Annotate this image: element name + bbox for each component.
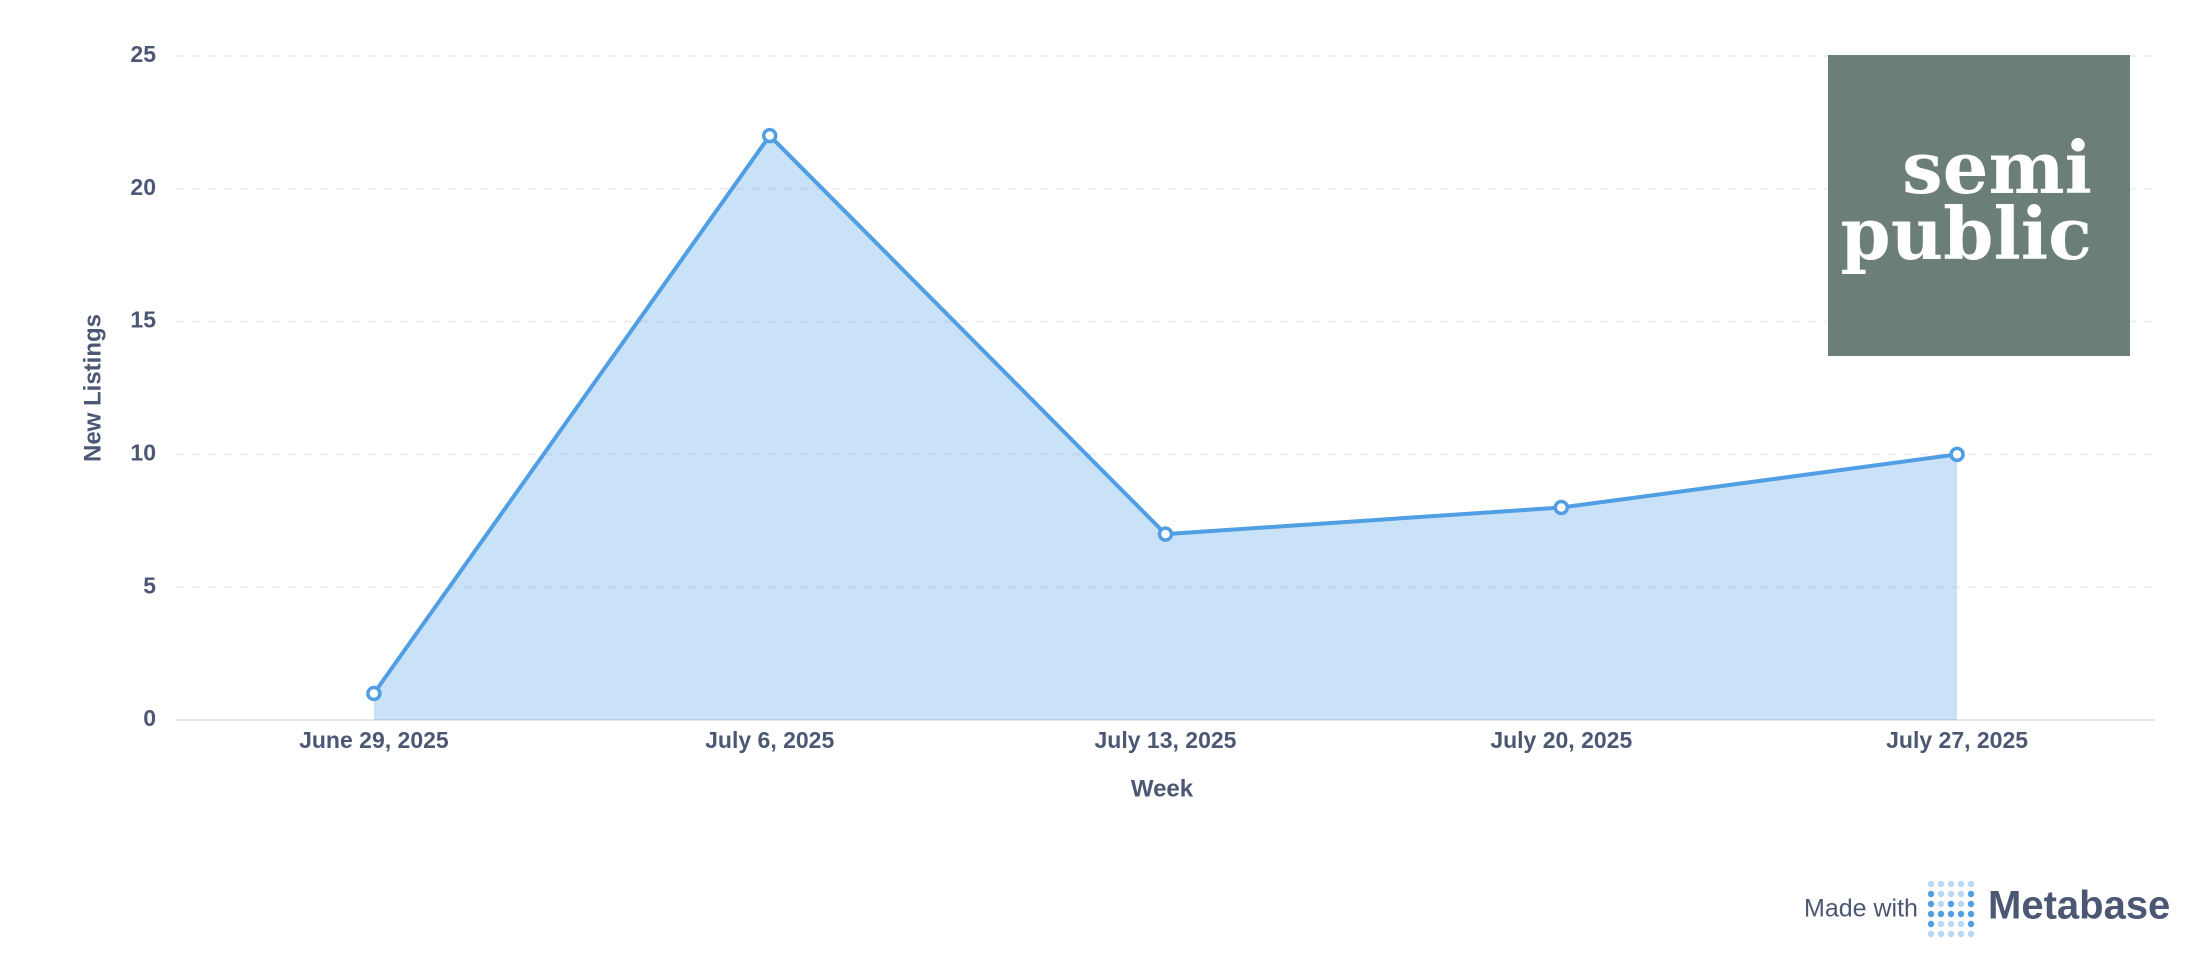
y-tick-label: 0 xyxy=(143,705,156,731)
y-tick-label: 10 xyxy=(130,439,156,465)
logo-text: public xyxy=(1840,191,2092,276)
icon-dot xyxy=(1947,890,1955,898)
footer-prefix: Made with xyxy=(1804,895,1918,923)
icon-dot xyxy=(1927,910,1935,918)
icon-dot xyxy=(1937,890,1945,898)
icon-dot xyxy=(1927,880,1935,888)
icon-dot xyxy=(1937,920,1945,928)
icon-dot xyxy=(1957,920,1965,928)
icon-dot xyxy=(1967,890,1975,898)
point xyxy=(761,127,778,144)
icon-dot xyxy=(1927,900,1935,908)
x-tick-label: July 13, 2025 xyxy=(1095,727,1237,753)
icon-dot xyxy=(1947,920,1955,928)
logo-text: semi xyxy=(1902,125,2092,210)
y-tick-label: 25 xyxy=(130,41,156,67)
icon-dot xyxy=(1967,900,1975,908)
icon-dot xyxy=(1937,930,1945,938)
plot-area: 0 5 10 15 20 25 June 29, 2025 July 6, 2025 July … xyxy=(130,41,2155,753)
icon-dot xyxy=(1957,890,1965,898)
y-tick-label: 15 xyxy=(130,307,156,333)
icon-dot xyxy=(1957,900,1965,908)
icon-dot xyxy=(1957,930,1965,938)
logo: semi public xyxy=(1828,55,2130,356)
icon-dot xyxy=(1927,890,1935,898)
x-tick-label: July 20, 2025 xyxy=(1490,727,1632,753)
icon-dot xyxy=(1947,900,1955,908)
point xyxy=(1553,499,1570,516)
logo-box xyxy=(1828,55,2130,356)
icon-dot xyxy=(1947,930,1955,938)
icon-dot xyxy=(1957,880,1965,888)
icon-dot xyxy=(1947,910,1955,918)
icon-dot xyxy=(1937,910,1945,918)
icon-dot xyxy=(1967,880,1975,888)
x-tick-label: July 27, 2025 xyxy=(1886,727,2028,753)
x-axis-title: Week xyxy=(1131,775,1194,802)
icon-dot xyxy=(1967,910,1975,918)
icon-dot xyxy=(1967,920,1975,928)
footer-brand: Metabase xyxy=(1988,884,2170,928)
area-fill xyxy=(373,135,1958,720)
metabase-icon xyxy=(1927,880,1975,938)
icon-dot xyxy=(1937,900,1945,908)
icon-dot xyxy=(1937,880,1945,888)
icon-dot xyxy=(1927,920,1935,928)
x-tick-label: June 29, 2025 xyxy=(299,727,449,753)
point xyxy=(1949,446,1965,463)
y-tick-label: 20 xyxy=(130,174,156,200)
y-axis-title: New Listings xyxy=(79,314,106,462)
point xyxy=(366,685,382,702)
footer: Made with Metabase xyxy=(1804,880,2170,938)
icon-dot xyxy=(1927,930,1935,938)
y-tick-label: 5 xyxy=(143,572,156,598)
point xyxy=(1157,526,1174,542)
icon-dot xyxy=(1967,930,1975,938)
x-tick-label: July 6, 2025 xyxy=(705,727,834,753)
icon-dot xyxy=(1957,910,1965,918)
icon-dot xyxy=(1947,880,1955,888)
